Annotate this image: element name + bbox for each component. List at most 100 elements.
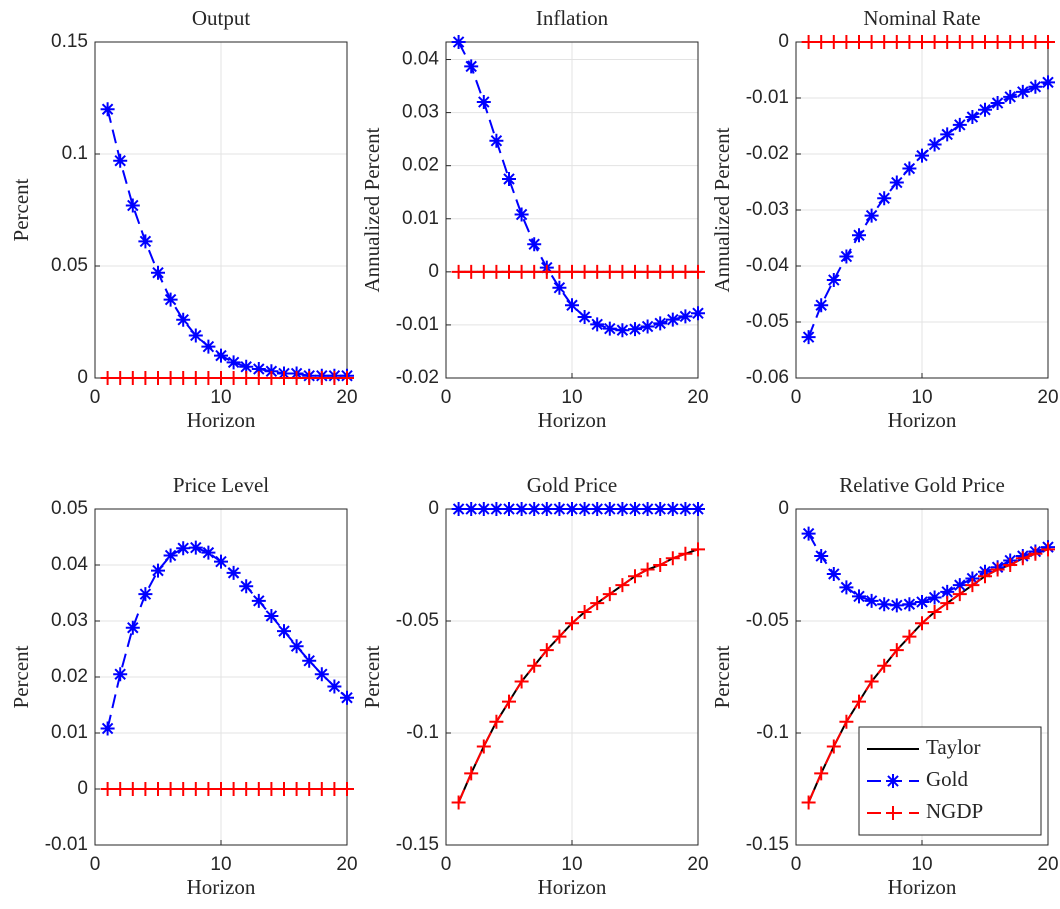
- marker: [915, 616, 929, 631]
- y-tick-label: 0.02: [51, 666, 88, 687]
- marker: [952, 578, 967, 593]
- marker: [1028, 546, 1043, 561]
- plot-frame: [445, 41, 699, 379]
- marker: [226, 782, 241, 796]
- y-tick-label: -0.06: [746, 367, 789, 388]
- marker: [163, 292, 178, 307]
- x-tick-label: 0: [90, 854, 101, 875]
- marker: [590, 317, 605, 332]
- marker: [163, 371, 178, 385]
- marker: [251, 371, 266, 385]
- marker: [665, 551, 680, 566]
- marker: [552, 280, 567, 295]
- marker: [990, 96, 1005, 111]
- marker: [151, 265, 165, 280]
- legend: Taylor Gold NGDP: [858, 726, 1042, 836]
- marker: [653, 264, 668, 279]
- marker: [801, 330, 816, 345]
- marker: [965, 110, 980, 125]
- marker: [826, 739, 841, 754]
- marker: [163, 548, 178, 563]
- marker: [678, 502, 693, 516]
- marker: [302, 782, 317, 796]
- marker: [990, 562, 1005, 577]
- marker: [539, 643, 554, 658]
- marker: [602, 264, 617, 279]
- marker: [464, 766, 479, 781]
- y-tick-label: -0.01: [396, 314, 439, 335]
- y-tick-label: 0.02: [402, 155, 439, 176]
- marker: [138, 234, 153, 249]
- marker: [277, 782, 291, 796]
- marker: [226, 355, 241, 370]
- y-tick-label: -0.01: [746, 87, 789, 108]
- marker: [138, 782, 153, 796]
- marker: [176, 371, 191, 385]
- marker: [864, 674, 879, 689]
- marker: [839, 714, 854, 729]
- marker: [476, 502, 491, 516]
- marker: [826, 35, 841, 49]
- y-tick-label: -0.01: [45, 834, 88, 855]
- marker: [302, 371, 317, 385]
- y-tick-label: -0.02: [746, 143, 789, 164]
- marker: [565, 502, 579, 516]
- panel: -0.02 -0.01 0 0.01 0.02 0.03 0.04 0 10 20 Inflatio…: [360, 6, 709, 432]
- x-tick-label: 10: [911, 387, 932, 408]
- marker: [100, 721, 115, 736]
- marker: [814, 35, 829, 49]
- marker: [451, 795, 466, 810]
- marker: [590, 502, 605, 516]
- marker: [464, 59, 479, 74]
- y-tick-label: 0.03: [402, 102, 439, 123]
- marker: [577, 502, 592, 516]
- marker: [565, 616, 579, 631]
- marker: [539, 264, 554, 279]
- y-tick-label: -0.15: [396, 834, 439, 855]
- x-tick-label: 20: [336, 387, 357, 408]
- marker: [814, 549, 829, 564]
- marker: [615, 502, 630, 516]
- marker: [188, 328, 203, 343]
- marker: [163, 782, 178, 796]
- marker: [927, 137, 942, 152]
- marker: [251, 362, 266, 377]
- marker: [615, 264, 630, 279]
- y-tick-label: 0.04: [402, 49, 439, 70]
- marker: [464, 502, 479, 516]
- y-tick-label: -0.1: [406, 722, 439, 743]
- marker: [864, 208, 879, 223]
- marker: [691, 502, 705, 516]
- marker: [340, 782, 354, 796]
- marker: [277, 624, 291, 639]
- marker: [502, 264, 516, 279]
- y-tick-label: -0.1: [756, 722, 789, 743]
- marker: [451, 502, 466, 516]
- marker: [902, 629, 917, 644]
- marker: [628, 264, 642, 279]
- marker: [327, 782, 342, 796]
- marker: [489, 714, 504, 729]
- x-axis-label: Horizon: [888, 875, 957, 899]
- marker: [239, 359, 254, 374]
- marker: [100, 371, 115, 385]
- marker: [839, 35, 854, 49]
- marker: [302, 653, 317, 668]
- marker: [1015, 35, 1030, 49]
- y-axis-label: Annualized Percent: [710, 127, 734, 292]
- marker: [176, 782, 191, 796]
- marker: [151, 782, 165, 796]
- marker: [188, 371, 203, 385]
- y-tick-label: -0.15: [746, 834, 789, 855]
- marker: [527, 658, 542, 673]
- marker: [113, 371, 128, 385]
- marker: [577, 309, 592, 324]
- marker: [640, 319, 655, 334]
- marker: [577, 605, 592, 620]
- y-tick-label: 0.03: [51, 610, 88, 631]
- legend-label: Taylor: [926, 735, 981, 759]
- y-tick-label: -0.02: [396, 367, 439, 388]
- marker: [628, 502, 642, 516]
- marker: [653, 502, 668, 516]
